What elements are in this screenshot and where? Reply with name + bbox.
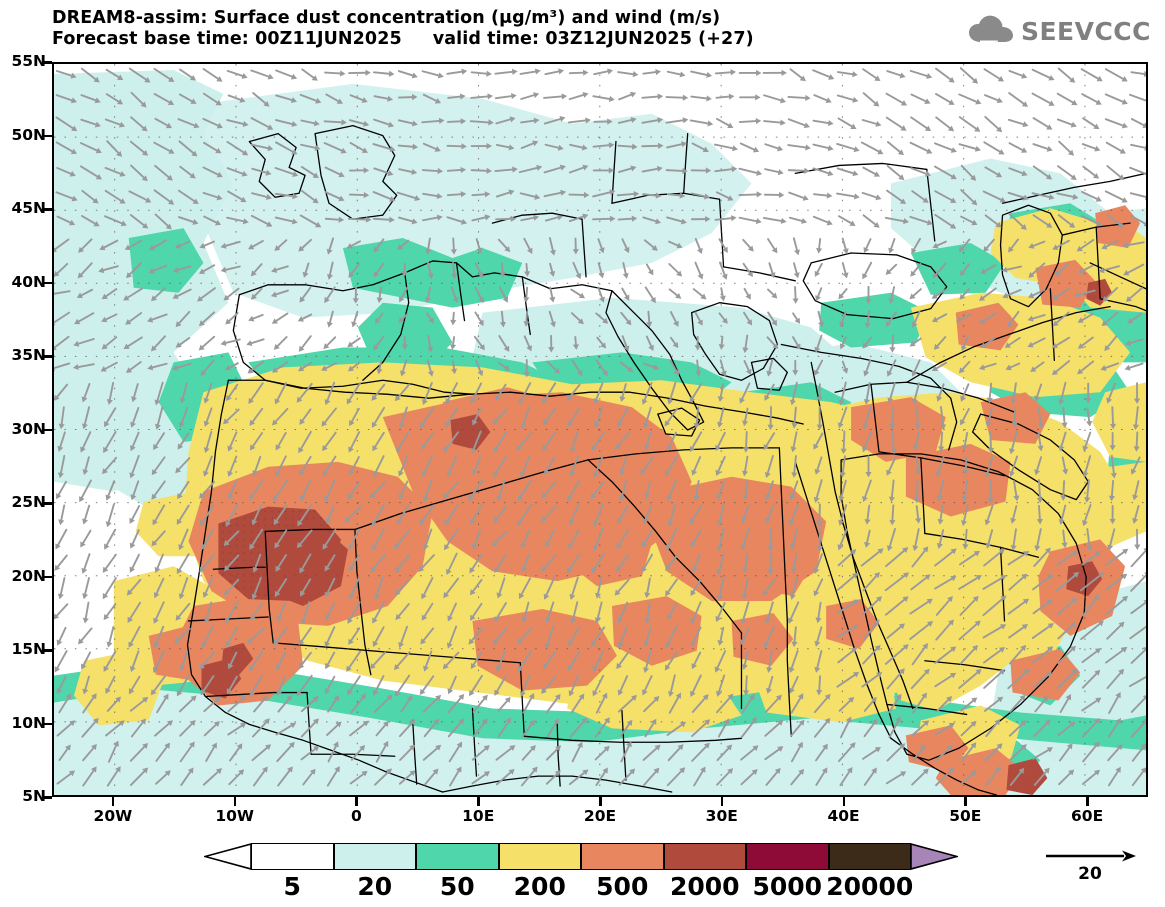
colorbar-band-2000-5000 (746, 843, 829, 870)
longitude-tick-label: 20W (93, 807, 133, 825)
longitude-tick-label: 0 (351, 807, 362, 825)
latitude-tick-label: 10N (11, 713, 46, 732)
latitude-tick-mark (43, 61, 52, 64)
latitude-tick-label: 5N (22, 787, 46, 805)
latitude-tick-mark (43, 134, 52, 137)
latitude-tick-label: 20N (11, 566, 46, 585)
colorbar-cap-high (911, 843, 958, 870)
colorbar-tick-label: 5000 (752, 872, 823, 901)
dust-concentration-field (54, 64, 1146, 795)
logo-text: SEEVCCC (1020, 16, 1151, 46)
longitude-tick-mark (964, 797, 967, 806)
latitude-tick-mark (43, 796, 52, 799)
colorbar-labels: 5 20 50 200 500 2000 5000 20000 (204, 874, 958, 904)
wind-vector-field (54, 67, 1146, 787)
latitude-tick-label: 40N (11, 272, 46, 291)
forecast-time-subtitle: Forecast base time: 00Z11JUN2025 valid t… (52, 29, 754, 49)
wind-scale-key: 20 (1042, 848, 1138, 884)
colorbar-band-below-5 (251, 843, 334, 870)
longitude-tick-mark (1086, 797, 1089, 806)
longitude-tick-mark (477, 797, 480, 806)
colorbar-band-500-2000 (663, 843, 746, 870)
longitude-tick-label: 30E (705, 807, 738, 825)
colorbar-tick-label: 500 (596, 872, 649, 901)
longitude-tick-mark (233, 797, 237, 806)
colorbar-tick-label: 200 (513, 872, 566, 901)
colorbar-band-200-500 (581, 843, 664, 870)
latitude-tick-label: 30N (11, 419, 46, 438)
wind-scale-label: 20 (1078, 864, 1102, 884)
longitude-tick-mark (599, 797, 602, 806)
longitude-tick-mark (355, 797, 358, 806)
latitude-tick-mark (43, 722, 52, 725)
colorbar: 5 20 50 200 500 2000 5000 20000 (204, 843, 958, 899)
latitude-tick-label: 25N (11, 493, 46, 511)
colorbar-band-20-50 (416, 843, 499, 870)
wind-arrow-icon (1046, 850, 1136, 862)
colorbar-bands (204, 843, 958, 870)
colorbar-tick-label: 20000 (826, 872, 914, 901)
latitude-tick-label: 15N (11, 640, 46, 658)
chart-title-block: DREAM8-assim: Surface dust concentration… (52, 8, 952, 50)
longitude-tick-label: 20E (583, 807, 617, 825)
latitude-tick-label: 35N (11, 346, 46, 364)
latitude-tick-mark (43, 208, 52, 211)
colorbar-tick-label: 20 (357, 872, 393, 901)
latitude-tick-label: 50N (11, 125, 46, 144)
longitude-tick-mark (111, 797, 115, 806)
colorbar-tick-label: 2000 (669, 872, 740, 901)
page-title: DREAM8-assim: Surface dust concentration… (52, 8, 721, 28)
latitude-tick-mark (43, 428, 52, 431)
latitude-tick-label: 55N (11, 52, 46, 70)
longitude-tick-label: 60E (1071, 807, 1104, 825)
latitude-tick-mark (43, 355, 52, 358)
longitude-tick-label: 50E (949, 807, 982, 825)
colorbar-band-50-200 (498, 843, 581, 870)
latitude-tick-mark (43, 502, 52, 505)
latitude-tick-mark (43, 281, 52, 284)
longitude-tick-label: 40E (827, 807, 860, 825)
colorbar-tick-label: 50 (439, 872, 475, 901)
latitude-tick-mark (43, 575, 52, 578)
colorbar-tick-label: 5 (283, 872, 301, 901)
latitude-tick-label: 45N (11, 199, 46, 217)
colorbar-cap-low (204, 843, 251, 870)
cloud-wind-icon (968, 15, 1013, 45)
map-plot-area (52, 62, 1148, 797)
colorbar-band-5000-20000 (828, 843, 911, 870)
latitude-tick-mark (43, 649, 52, 652)
longitude-tick-mark (720, 797, 724, 806)
longitude-tick-mark (842, 797, 846, 806)
longitude-tick-label: 10E (462, 807, 495, 825)
colorbar-band-5-20 (333, 843, 416, 870)
longitude-tick-label: 10W (215, 807, 254, 825)
seevccc-logo: SEEVCCC (968, 14, 1151, 48)
